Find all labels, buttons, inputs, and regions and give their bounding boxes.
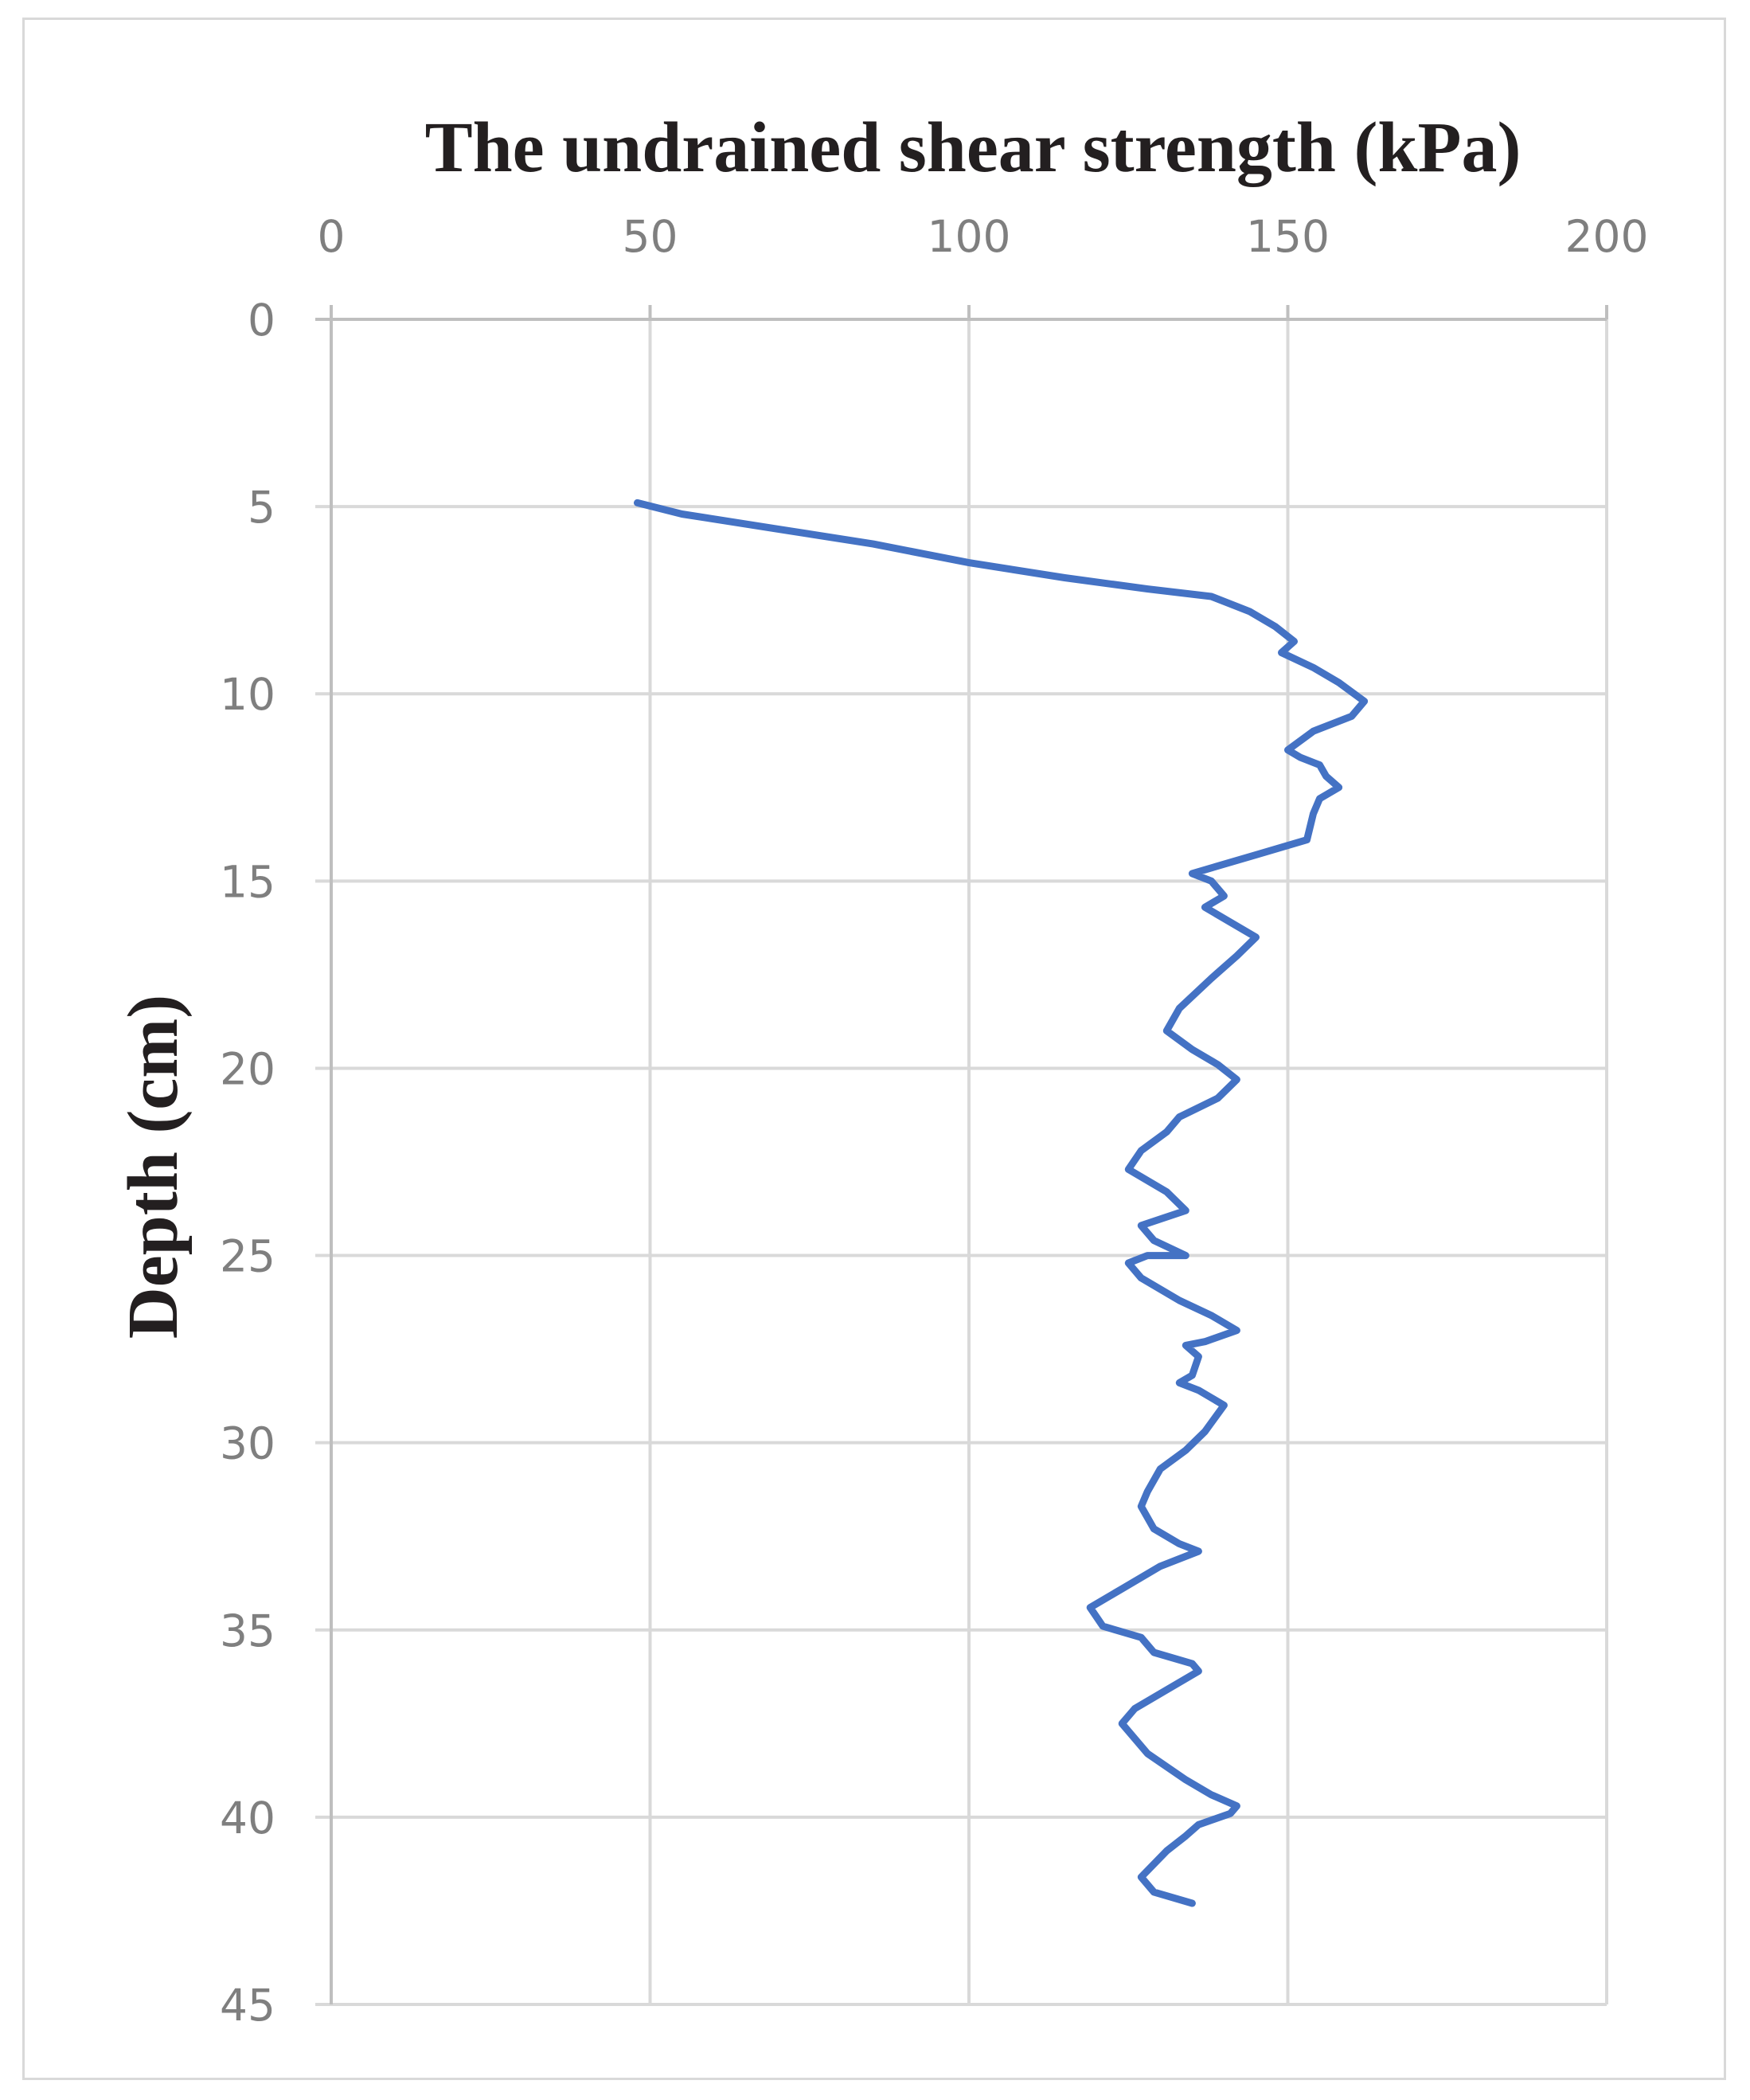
chart-frame bbox=[22, 18, 1726, 2080]
y-tick-label: 35 bbox=[220, 1605, 275, 1656]
y-tick-label: 30 bbox=[220, 1418, 275, 1469]
y-tick-label: 40 bbox=[220, 1793, 275, 1844]
y-axis-label: Depth (cm) bbox=[114, 995, 193, 1339]
x-tick-label: 200 bbox=[1565, 211, 1649, 262]
y-tick-label: 45 bbox=[220, 1980, 275, 2031]
gridlines bbox=[315, 319, 1608, 2006]
x-tick-label: 150 bbox=[1246, 211, 1330, 262]
x-tick-label: 50 bbox=[623, 211, 678, 262]
y-tick-label: 25 bbox=[220, 1231, 275, 1282]
axes bbox=[315, 305, 1608, 2004]
y-tick-label: 0 bbox=[248, 295, 275, 346]
chart-title: The undrained shear strength (kPa) bbox=[425, 108, 1521, 187]
series-line bbox=[634, 499, 1369, 1907]
x-tick-labels: 0 50 100 150 200 bbox=[318, 211, 1649, 262]
x-tick-label: 0 bbox=[318, 211, 346, 262]
y-tick-label: 20 bbox=[220, 1043, 275, 1094]
y-tick-label: 5 bbox=[248, 482, 275, 533]
y-tick-label: 15 bbox=[220, 856, 275, 907]
y-tick-labels: 0 5 10 15 20 25 30 35 40 45 bbox=[220, 295, 275, 2031]
x-tick-label: 100 bbox=[928, 211, 1011, 262]
y-tick-label: 10 bbox=[220, 669, 275, 720]
